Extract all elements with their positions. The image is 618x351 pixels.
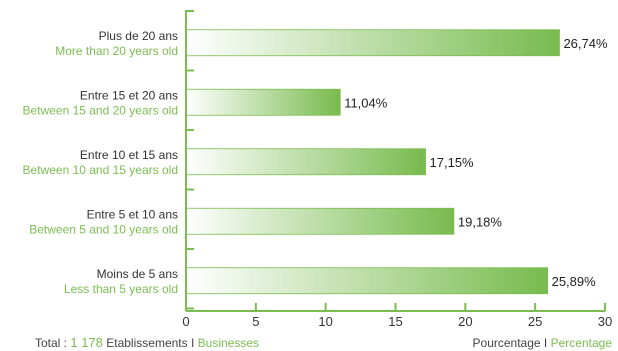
total-count: 1 178 [70,335,103,350]
category-label-en: More than 20 years old [55,44,178,58]
bar-value-label: 11,04% [344,95,388,110]
bar [185,29,560,57]
bar-value-label: 19,18% [458,214,503,229]
category-label-fr: Plus de 20 ans [99,29,178,43]
category-label-en: Less than 5 years old [64,282,178,296]
bar-value-label: 17,15% [430,155,475,170]
category-label-fr: Entre 10 et 15 ans [80,148,178,162]
bar [185,207,455,235]
unit-en: Percentage [550,336,612,350]
bar-value-label: 25,89% [552,274,597,289]
category-label-en: Between 15 and 20 years old [23,103,178,117]
category-label-fr: Moins de 5 ans [97,267,178,281]
category-label-fr: Entre 15 et 20 ans [80,88,178,102]
total-separator: I [190,336,195,350]
category-label-en: Between 5 and 10 years old [29,222,178,236]
x-tick-label: 30 [598,314,612,329]
x-tick-label: 15 [388,314,402,329]
category-label-en: Between 10 and 15 years old [23,163,178,177]
x-tick-label: 5 [252,314,259,329]
bar [185,148,426,176]
bar [185,88,341,116]
x-tick-label: 10 [318,314,332,329]
category-label-fr: Entre 5 et 10 ans [87,207,178,221]
x-tick-label: 20 [458,314,472,329]
x-tick-label: 0 [182,314,189,329]
total-caption: Total : 1 178 Etablissements I Businesse… [35,335,259,350]
total-prefix: Total : [35,336,68,350]
unit-separator: I [543,336,548,350]
unit-fr: Pourcentage [472,336,541,350]
total-label-fr: Etablissements [106,336,188,350]
bar-value-label: 26,74% [563,36,608,51]
total-label-en: Businesses [197,336,260,350]
bar [185,267,548,295]
x-axis-unit: Pourcentage I Percentage [473,336,612,350]
x-tick-label: 25 [528,314,542,329]
